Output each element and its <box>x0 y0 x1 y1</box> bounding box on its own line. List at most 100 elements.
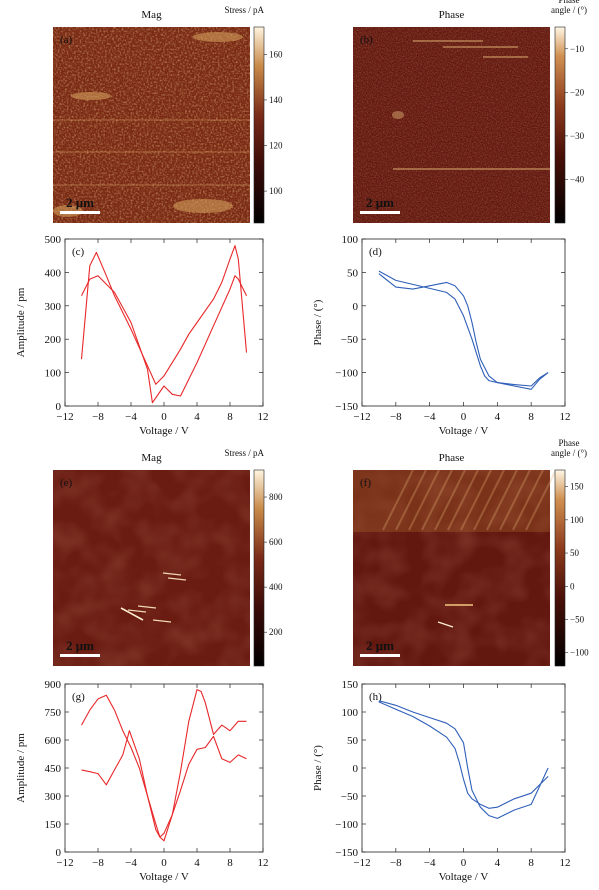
map-title: Mag <box>141 452 162 464</box>
scalebar <box>360 654 400 657</box>
y-tick-label: 0 <box>56 847 62 859</box>
panel-label: (g) <box>72 691 85 703</box>
colorbar-title: Phase <box>559 0 580 5</box>
bright-region <box>71 92 111 100</box>
y-tick-label: −50 <box>341 791 359 803</box>
map-title: Phase <box>439 9 465 21</box>
defect-streak <box>127 609 147 613</box>
x-tick-label: −8 <box>92 857 104 869</box>
y-tick-label: 100 <box>342 707 359 719</box>
defect-streak <box>162 572 182 576</box>
colorbar-tick-label: 600 <box>269 537 283 547</box>
y-tick-label: 750 <box>45 707 62 719</box>
colorbar-tick-label: 150 <box>570 482 584 492</box>
colorbar-tick-label: −30 <box>570 131 585 141</box>
y-tick-label: −50 <box>341 334 359 346</box>
diagonal-streak <box>447 469 479 531</box>
colorbar <box>554 469 566 667</box>
chart-panel-h: −12 −8 −4 0 4 8 12 −150 −100 −50 0 50 100 150 Voltage … <box>312 679 571 883</box>
y-tick-label: 450 <box>45 763 62 775</box>
scalebar-label: 2 μm <box>66 638 94 653</box>
colorbar-title: Stress / pA <box>224 448 264 458</box>
x-tick-label: 12 <box>258 411 269 423</box>
y-tick-label: 200 <box>45 334 62 346</box>
y-tick-label: 0 <box>353 301 359 313</box>
series-line-1 <box>80 245 248 385</box>
map-title: Phase <box>439 452 465 464</box>
bright-region <box>392 111 404 119</box>
y-tick-label: 50 <box>347 267 359 279</box>
diagonal-streak <box>395 469 427 531</box>
y-tick-label: 300 <box>45 301 62 313</box>
panel-label: (e) <box>60 477 73 489</box>
colorbar-tick-label: −100 <box>570 648 589 658</box>
x-axis-label: Voltage / V <box>139 871 189 883</box>
panel-label: (d) <box>369 246 382 258</box>
plot-area <box>361 683 566 853</box>
colorbar-tick-label: 100 <box>570 515 584 525</box>
scalebar-label: 2 μm <box>366 195 394 210</box>
panel-label: (a) <box>60 34 73 46</box>
defect-streak <box>437 621 454 628</box>
x-tick-label: 8 <box>528 857 534 869</box>
series-line-2 <box>378 700 549 819</box>
colorbar-tick-label: 400 <box>269 582 283 592</box>
x-tick-label: 0 <box>161 411 167 423</box>
bright-band <box>353 470 550 532</box>
x-tick-label: −12 <box>353 411 370 423</box>
y-tick-label: 100 <box>45 368 62 380</box>
y-tick-label: 300 <box>45 791 62 803</box>
colorbar <box>554 26 566 224</box>
x-tick-label: −8 <box>390 411 402 423</box>
x-tick-label: 12 <box>258 857 269 869</box>
diagonal-streak <box>382 469 414 531</box>
diagonal-streak <box>473 469 505 531</box>
colorbar-title: Stress / pA <box>224 5 264 15</box>
x-tick-label: 4 <box>495 411 501 423</box>
y-tick-label: 0 <box>353 763 359 775</box>
colorbar-tick-label: 140 <box>269 95 283 105</box>
map-title: Mag <box>141 9 162 21</box>
y-tick-label: 0 <box>56 401 62 413</box>
y-tick-label: −150 <box>335 847 358 859</box>
colorbar-title: angle / (°) <box>551 448 587 458</box>
x-tick-label: −4 <box>125 411 137 423</box>
x-tick-label: −4 <box>125 857 137 869</box>
defect-streak <box>152 619 172 623</box>
chart-panel-d: −12 −8 −4 0 4 8 12 −150 −100 −50 0 50 100 Voltage / V… <box>312 234 571 437</box>
y-tick-label: −100 <box>335 368 358 380</box>
colorbar <box>253 26 265 224</box>
x-tick-label: 0 <box>461 411 467 423</box>
x-tick-label: −12 <box>353 857 370 869</box>
plot-area <box>361 238 566 407</box>
y-tick-label: 900 <box>45 679 62 691</box>
panel-label: (f) <box>360 477 371 489</box>
bright-region <box>193 32 243 42</box>
colorbar-tick-label: 0 <box>570 581 575 591</box>
y-tick-label: 600 <box>45 735 62 747</box>
colorbar-tick-label: 120 <box>269 141 283 151</box>
colorbar-tick-label: 50 <box>570 548 580 558</box>
x-axis-label: Voltage / V <box>139 425 189 437</box>
x-tick-label: 12 <box>560 857 571 869</box>
colorbar-tick-label: −20 <box>570 87 585 97</box>
diagonal-streak <box>512 469 544 531</box>
y-tick-label: 100 <box>342 234 359 246</box>
y-tick-label: 500 <box>45 234 62 246</box>
diagonal-streak <box>499 469 531 531</box>
colorbar-tick-label: −40 <box>570 174 585 184</box>
x-tick-label: 4 <box>495 857 501 869</box>
diagonal-streak <box>421 469 453 531</box>
chart-panel-c: −12 −8 −4 0 4 8 12 0 100 200 300 400 500 Voltage / V A… <box>15 234 269 437</box>
y-tick-label: 150 <box>45 819 62 831</box>
panel-label: (h) <box>369 691 382 703</box>
colorbar-tick-label: −10 <box>570 44 585 54</box>
x-tick-label: −12 <box>56 857 73 869</box>
y-axis-label: Phase / (°) <box>312 745 324 791</box>
y-axis-label: Amplitude / pm <box>15 287 27 357</box>
x-tick-label: −8 <box>92 411 104 423</box>
defect-streak <box>120 607 144 621</box>
y-axis-label: Phase / (°) <box>312 299 324 345</box>
